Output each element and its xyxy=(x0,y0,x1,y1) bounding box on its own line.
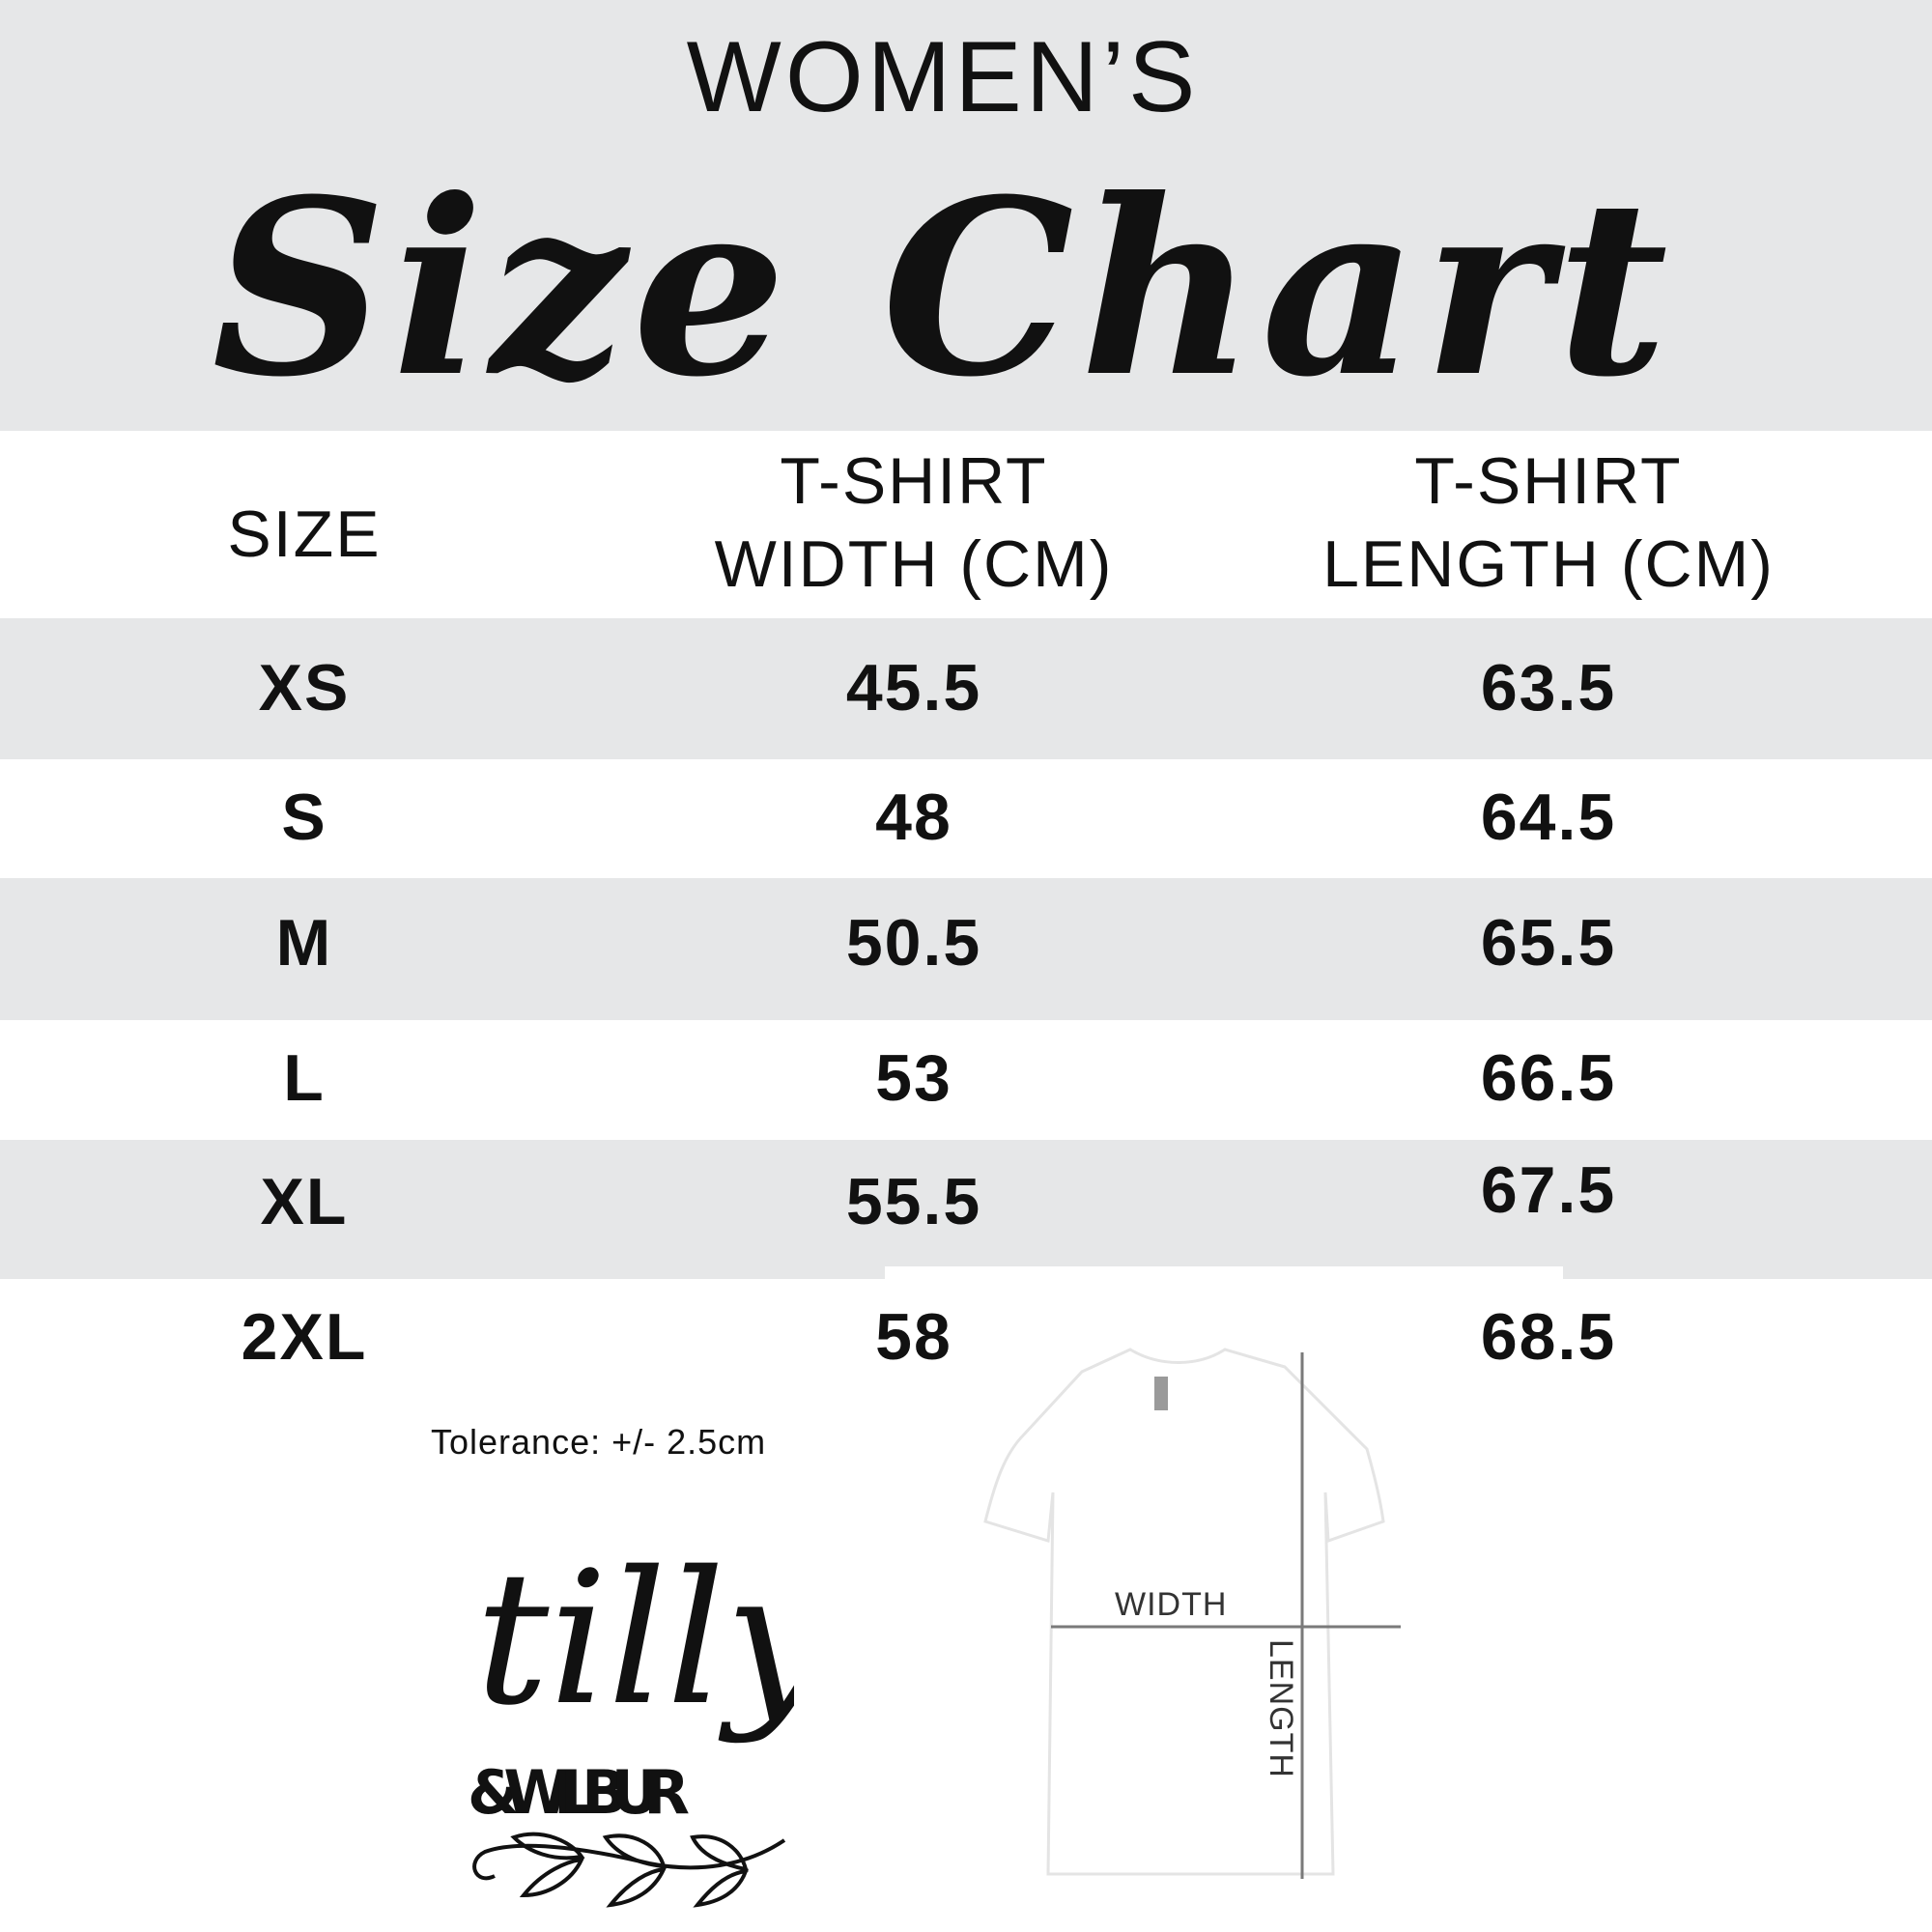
cell-length: 65.5 xyxy=(1480,906,1617,980)
row-band-xl xyxy=(0,1140,1932,1279)
row-band-m xyxy=(0,878,1932,1020)
cell-length: 67.5 xyxy=(1480,1153,1617,1227)
cell-width: 50.5 xyxy=(845,906,982,980)
cell-size: XL xyxy=(260,1165,349,1238)
band-notch xyxy=(885,1266,1563,1280)
leaf-sprig-icon xyxy=(472,1832,786,1908)
logo-text-wilbur: &WILBUR xyxy=(468,1757,690,1828)
page-title: Size Chart xyxy=(212,146,1674,430)
subtitle: WOMEN’S xyxy=(686,21,1200,133)
brand-logo: tilly &WILBUR xyxy=(456,1528,832,1910)
cell-size: 2XL xyxy=(241,1300,368,1374)
width-label: WIDTH xyxy=(1115,1586,1228,1623)
cell-width: 45.5 xyxy=(845,651,982,724)
column-header-length-line1: T-SHIRT xyxy=(1414,444,1683,518)
cell-size: XS xyxy=(258,651,351,724)
cell-length: 66.5 xyxy=(1480,1041,1617,1115)
logo-text-tilly: tilly xyxy=(475,1532,794,1746)
column-header-width-line2: WIDTH (CM) xyxy=(714,527,1114,601)
cell-size: L xyxy=(283,1041,326,1115)
cell-width: 58 xyxy=(875,1300,952,1374)
column-header-size: SIZE xyxy=(227,497,382,571)
length-label: LENGTH xyxy=(1263,1639,1299,1778)
tolerance-note: Tolerance: +/- 2.5cm xyxy=(431,1422,767,1462)
cell-size: S xyxy=(281,781,327,854)
logo-graphic: tilly &WILBUR xyxy=(468,1532,832,1908)
column-header-length: T-SHIRT LENGTH (CM) xyxy=(1268,440,1829,606)
cell-length: 63.5 xyxy=(1480,651,1617,724)
cell-length: 64.5 xyxy=(1480,781,1617,854)
cell-width: 53 xyxy=(875,1041,952,1115)
header-band xyxy=(0,0,1932,431)
column-header-width-line1: T-SHIRT xyxy=(780,444,1048,518)
row-band-xs xyxy=(0,618,1932,759)
cell-width: 48 xyxy=(875,781,952,854)
cell-length: 68.5 xyxy=(1480,1300,1617,1374)
tshirt-diagram: WIDTH LENGTH xyxy=(966,1338,1488,1884)
cell-size: M xyxy=(275,906,333,980)
tshirt-icon xyxy=(983,1348,1401,1879)
cell-width: 55.5 xyxy=(845,1165,982,1238)
column-header-width: T-SHIRT WIDTH (CM) xyxy=(672,440,1155,606)
column-header-length-line2: LENGTH (CM) xyxy=(1322,527,1775,601)
